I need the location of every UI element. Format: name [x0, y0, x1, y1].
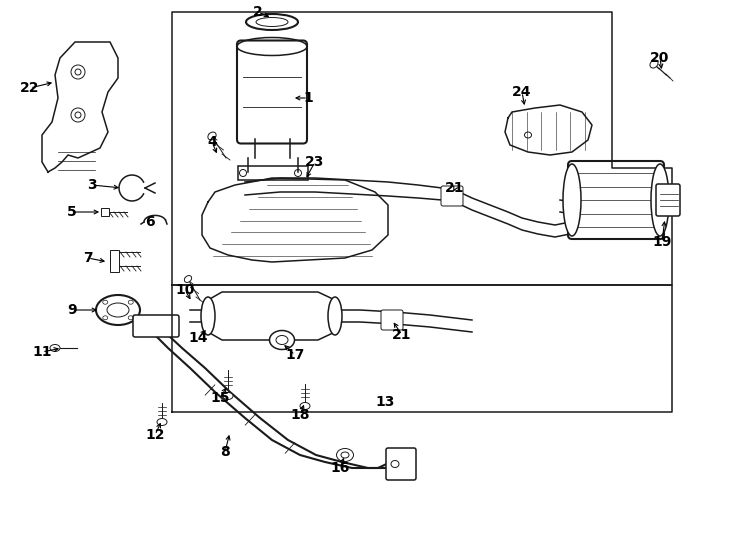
Polygon shape	[208, 292, 335, 340]
FancyBboxPatch shape	[381, 310, 403, 330]
Ellipse shape	[269, 330, 294, 349]
Ellipse shape	[300, 402, 310, 409]
Text: 21: 21	[446, 181, 465, 195]
Text: 11: 11	[32, 345, 52, 359]
Text: 13: 13	[375, 395, 395, 409]
Bar	[101, 208, 109, 216]
Text: 14: 14	[188, 331, 208, 345]
Text: 3: 3	[87, 178, 97, 192]
Ellipse shape	[50, 345, 60, 352]
Text: 8: 8	[220, 445, 230, 459]
Text: 23: 23	[305, 155, 324, 169]
Ellipse shape	[328, 297, 342, 335]
Text: 2: 2	[253, 5, 263, 19]
Text: 19: 19	[653, 235, 672, 249]
Text: 24: 24	[512, 85, 531, 99]
Text: 20: 20	[650, 51, 669, 65]
Ellipse shape	[563, 164, 581, 236]
Text: 22: 22	[21, 81, 40, 95]
Text: 4: 4	[207, 135, 217, 149]
Ellipse shape	[157, 418, 167, 426]
FancyBboxPatch shape	[656, 184, 680, 216]
Text: 10: 10	[175, 283, 195, 297]
FancyBboxPatch shape	[133, 315, 179, 337]
Text: 15: 15	[210, 391, 230, 405]
Ellipse shape	[650, 60, 658, 68]
Text: 9: 9	[68, 303, 77, 317]
FancyBboxPatch shape	[568, 161, 664, 239]
Ellipse shape	[201, 297, 215, 335]
Ellipse shape	[184, 275, 192, 282]
Text: 1: 1	[303, 91, 313, 105]
Text: 12: 12	[145, 428, 164, 442]
Ellipse shape	[223, 393, 233, 400]
Text: 21: 21	[392, 328, 412, 342]
Text: 6: 6	[145, 215, 155, 229]
Text: 7: 7	[83, 251, 92, 265]
Ellipse shape	[208, 132, 216, 140]
Ellipse shape	[651, 164, 669, 236]
Text: 17: 17	[286, 348, 305, 362]
FancyBboxPatch shape	[441, 186, 463, 206]
Text: 18: 18	[290, 408, 310, 422]
Bar	[110, 250, 119, 272]
Text: 16: 16	[330, 461, 349, 475]
Ellipse shape	[336, 449, 354, 462]
FancyBboxPatch shape	[386, 448, 416, 480]
Text: 5: 5	[67, 205, 77, 219]
Bar	[238, 166, 308, 180]
